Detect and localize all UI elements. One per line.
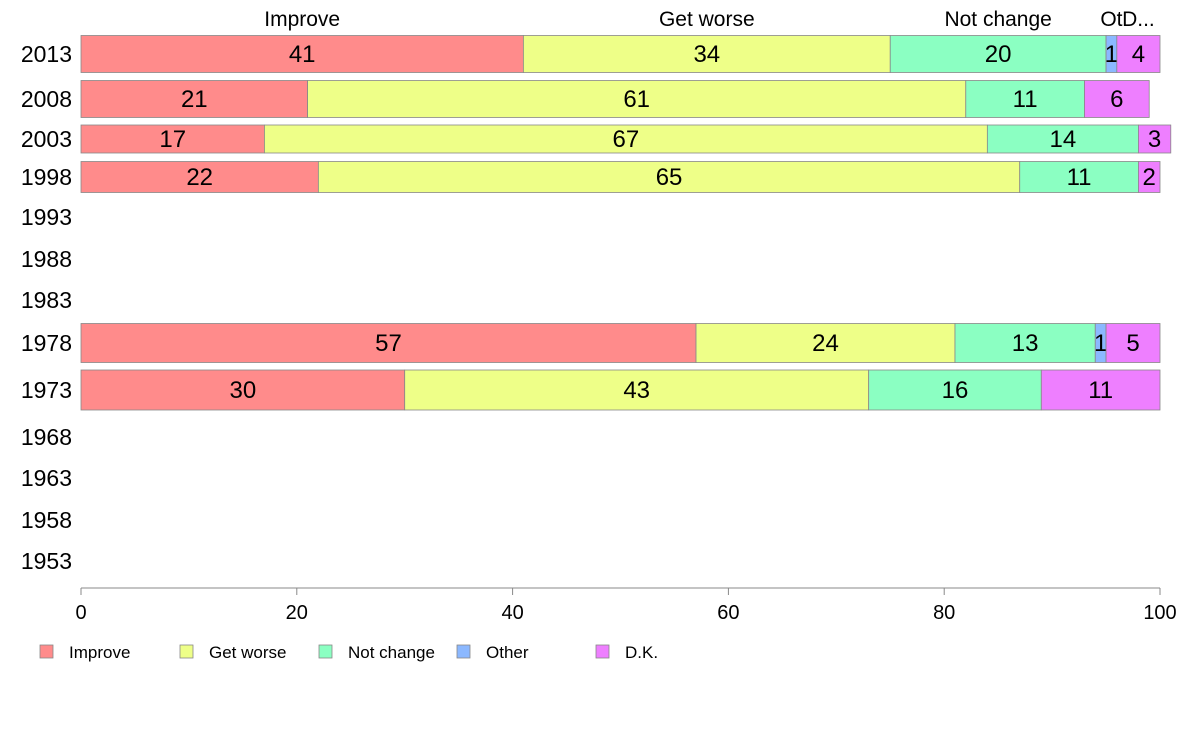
bar-2003-get-worse: [264, 124, 988, 154]
top-label-other: Ot: [1100, 8, 1122, 31]
top-label-d-k-: D...: [1122, 8, 1155, 31]
bar-2008-get-worse: [307, 80, 967, 118]
category-label-1993: 1993: [21, 204, 72, 230]
category-label-1988: 1988: [21, 246, 72, 272]
category-label-1978: 1978: [21, 330, 72, 356]
x-tick-label-40: 40: [501, 602, 523, 624]
data-label-2013-other: 1: [1105, 41, 1118, 68]
data-label-1978-other: 1: [1094, 330, 1107, 357]
category-label-1963: 1963: [21, 465, 72, 491]
bar-1998-not-change: [1019, 161, 1139, 193]
data-label-2008-d-k-: 6: [1110, 86, 1123, 113]
bar-2003-improve: [80, 124, 265, 154]
legend-label-other: Other: [486, 643, 529, 662]
category-label-1983: 1983: [21, 287, 72, 313]
bar-1973-improve: [80, 369, 406, 411]
data-label-2003-get-worse: 67: [613, 126, 640, 153]
data-label-2013-d-k-: 4: [1132, 41, 1145, 68]
data-label-1998-d-k-: 2: [1143, 164, 1156, 191]
x-tick-label-100: 100: [1143, 602, 1176, 624]
x-tick-label-0: 0: [75, 602, 86, 624]
data-label-2008-get-worse: 61: [623, 86, 650, 113]
bar-1978-not-change: [954, 323, 1096, 363]
data-label-2003-d-k-: 3: [1148, 126, 1161, 153]
x-axis: 0 20 40 60 80 100: [75, 587, 1177, 624]
legend-swatch-not-change: [318, 644, 333, 659]
bars: 41 34 20 1 421 61 11 617 67 14 322 65 11 257 24 13 1 530 4…: [80, 35, 1172, 411]
x-tick-label-60: 60: [717, 602, 739, 624]
x-tick-label-20: 20: [286, 602, 308, 624]
category-label-1953: 1953: [21, 548, 72, 574]
data-label-2013-not-change: 20: [985, 41, 1012, 68]
data-label-1998-not-change: 11: [1067, 164, 1092, 191]
legend: Improve Get worse Not change Other D.K.: [39, 643, 658, 662]
legend-label-not-change: Not change: [348, 643, 435, 662]
bar-1973-get-worse: [404, 369, 870, 411]
bar-1973-d-k-: [1040, 369, 1161, 411]
category-label-1973: 1973: [21, 377, 72, 403]
bar-1978-d-k-: [1105, 323, 1161, 363]
data-label-2008-improve: 21: [181, 86, 208, 113]
data-label-1998-get-worse: 65: [656, 164, 683, 191]
category-label-1998: 1998: [21, 164, 72, 190]
data-label-1998-improve: 22: [186, 164, 213, 191]
top-labels: Improve Get worse Not change Ot D...: [264, 8, 1154, 31]
legend-label-d-k-: D.K.: [625, 643, 658, 662]
category-label-1968: 1968: [21, 424, 72, 450]
bar-2013-not-change: [889, 35, 1107, 73]
data-label-2008-not-change: 11: [1013, 86, 1038, 113]
bar-1978-get-worse: [695, 323, 956, 363]
legend-swatch-improve: [39, 644, 54, 659]
legend-swatch-get-worse: [179, 644, 194, 659]
legend-swatch-other: [456, 644, 471, 659]
top-label-improve: Improve: [264, 8, 340, 31]
bar-1973-not-change: [868, 369, 1042, 411]
bar-2013-d-k-: [1116, 35, 1161, 73]
data-label-1973-d-k-: 11: [1088, 377, 1113, 404]
data-label-2013-improve: 41: [289, 41, 316, 68]
bar-1998-improve: [80, 161, 319, 193]
legend-swatch-d-k-: [595, 644, 610, 659]
data-label-2013-get-worse: 34: [693, 41, 720, 68]
bar-2013-get-worse: [522, 35, 891, 73]
data-label-1978-d-k-: 5: [1126, 330, 1139, 357]
x-tick-label-80: 80: [933, 602, 955, 624]
bar-2003-d-k-: [1138, 124, 1172, 154]
bar-1978-improve: [80, 323, 697, 363]
data-label-1973-not-change: 16: [942, 377, 969, 404]
bar-2003-not-change: [986, 124, 1139, 154]
legend-label-get-worse: Get worse: [209, 643, 286, 662]
data-label-1978-improve: 57: [375, 330, 402, 357]
data-label-1978-not-change: 13: [1012, 330, 1039, 357]
top-label-not-change: Not change: [944, 8, 1051, 31]
data-label-1978-get-worse: 24: [812, 330, 839, 357]
data-label-2003-not-change: 14: [1050, 126, 1077, 153]
data-label-1973-improve: 30: [229, 377, 256, 404]
category-label-2003: 2003: [21, 126, 72, 152]
bar-2008-d-k-: [1084, 80, 1150, 118]
data-label-2003-improve: 17: [159, 126, 186, 153]
bar-2008-improve: [80, 80, 308, 118]
row-labels: 2013 2008 2003 1998 1993 1988 1983 1978 1973 1968…: [21, 41, 72, 574]
top-label-get-worse: Get worse: [659, 8, 755, 31]
bar-2008-not-change: [965, 80, 1085, 118]
bar-1998-get-worse: [317, 161, 1021, 193]
category-label-1958: 1958: [21, 507, 72, 533]
category-label-2013: 2013: [21, 41, 72, 67]
data-label-1973-get-worse: 43: [623, 377, 650, 404]
bar-1998-d-k-: [1138, 161, 1161, 193]
category-label-2008: 2008: [21, 86, 72, 112]
legend-label-improve: Improve: [69, 643, 130, 662]
bar-2013-improve: [80, 35, 524, 73]
